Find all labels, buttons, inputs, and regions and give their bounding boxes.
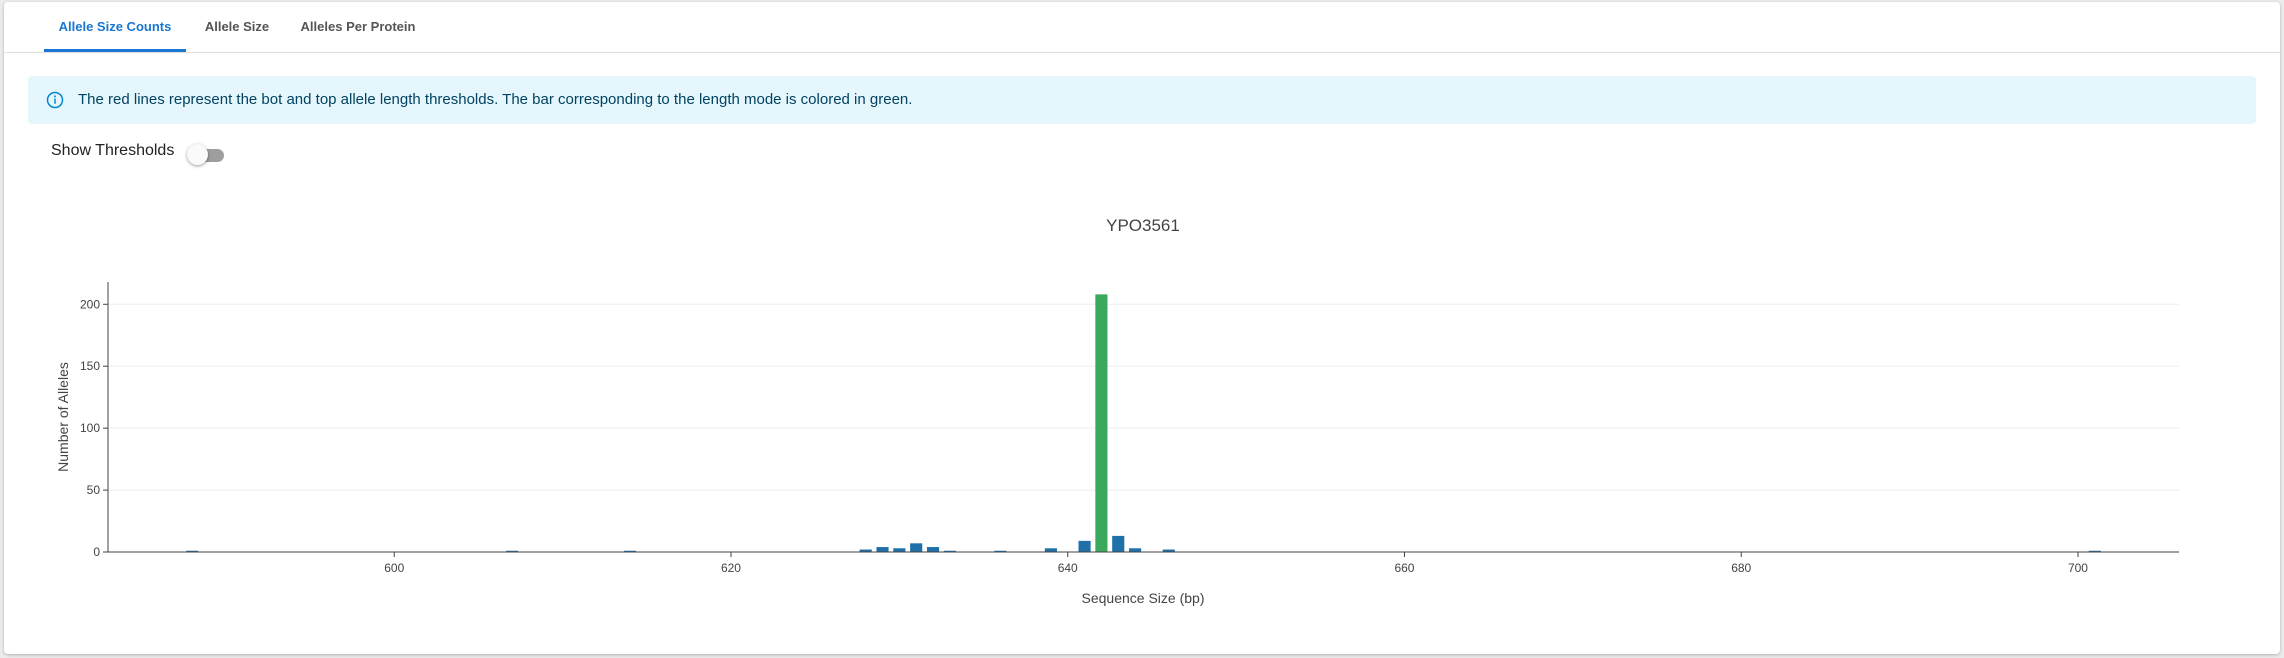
bar[interactable] bbox=[1112, 535, 1125, 552]
y-tick-label: 100 bbox=[80, 421, 100, 435]
y-tick-label: 150 bbox=[80, 359, 100, 373]
y-tick-label: 0 bbox=[93, 545, 100, 559]
bar[interactable] bbox=[943, 550, 956, 552]
tab-bar: Allele Size Counts Allele Size Alleles P… bbox=[4, 2, 2280, 53]
x-axis-label: Sequence Size (bp) bbox=[1082, 590, 1205, 606]
axes-group: 0 50 100 150 200 600 620 640 660 680 700 bbox=[80, 282, 2179, 575]
bar[interactable] bbox=[876, 547, 889, 552]
bar[interactable] bbox=[1162, 549, 1175, 552]
chart-card: Allele Size Counts Allele Size Alleles P… bbox=[4, 2, 2280, 654]
bar[interactable] bbox=[910, 543, 923, 552]
grid-lines bbox=[108, 303, 2179, 491]
bar[interactable] bbox=[506, 550, 519, 552]
show-thresholds-label: Show Thresholds bbox=[51, 142, 175, 159]
bar[interactable] bbox=[623, 550, 637, 552]
bar[interactable] bbox=[994, 550, 1007, 552]
bars-group bbox=[186, 294, 2101, 552]
active-tab-indicator bbox=[44, 49, 186, 52]
tab-alleles-per-protein[interactable]: Alleles Per Protein bbox=[300, 19, 416, 34]
x-tick-label: 680 bbox=[1731, 561, 1751, 575]
switch-thumb[interactable] bbox=[187, 144, 208, 165]
chart-title: YPO3561 bbox=[1106, 216, 1180, 235]
info-alert: The red lines represent the bot and top … bbox=[28, 76, 2256, 124]
x-tick-label: 600 bbox=[384, 561, 404, 575]
y-tick-label: 50 bbox=[87, 483, 101, 497]
x-tick-label: 700 bbox=[2068, 561, 2088, 575]
x-tick-label: 620 bbox=[721, 561, 741, 575]
alert-message: The red lines represent the bot and top … bbox=[78, 91, 913, 108]
bar[interactable] bbox=[1129, 548, 1142, 552]
y-tick-label: 200 bbox=[80, 297, 100, 311]
bar[interactable] bbox=[859, 549, 872, 552]
y-axis-label: Number of Alleles bbox=[55, 362, 71, 472]
tab-allele-size-counts[interactable]: Allele Size Counts bbox=[58, 19, 172, 34]
info-icon bbox=[46, 91, 64, 109]
bar[interactable] bbox=[186, 550, 199, 552]
bar[interactable] bbox=[893, 548, 906, 552]
bar[interactable] bbox=[1078, 540, 1091, 552]
tab-allele-size[interactable]: Allele Size bbox=[204, 19, 270, 34]
mode-bar[interactable] bbox=[1095, 294, 1108, 552]
bar-chart: YPO3561 0 50 100 150 200 600 620 640 660 680 700 S… bbox=[55, 216, 2179, 606]
bar[interactable] bbox=[1044, 548, 1057, 552]
show-thresholds-switch[interactable] bbox=[186, 143, 230, 167]
bar[interactable] bbox=[926, 547, 940, 552]
x-tick-label: 640 bbox=[1058, 561, 1078, 575]
bar[interactable] bbox=[2088, 550, 2101, 552]
x-tick-label: 660 bbox=[1394, 561, 1414, 575]
